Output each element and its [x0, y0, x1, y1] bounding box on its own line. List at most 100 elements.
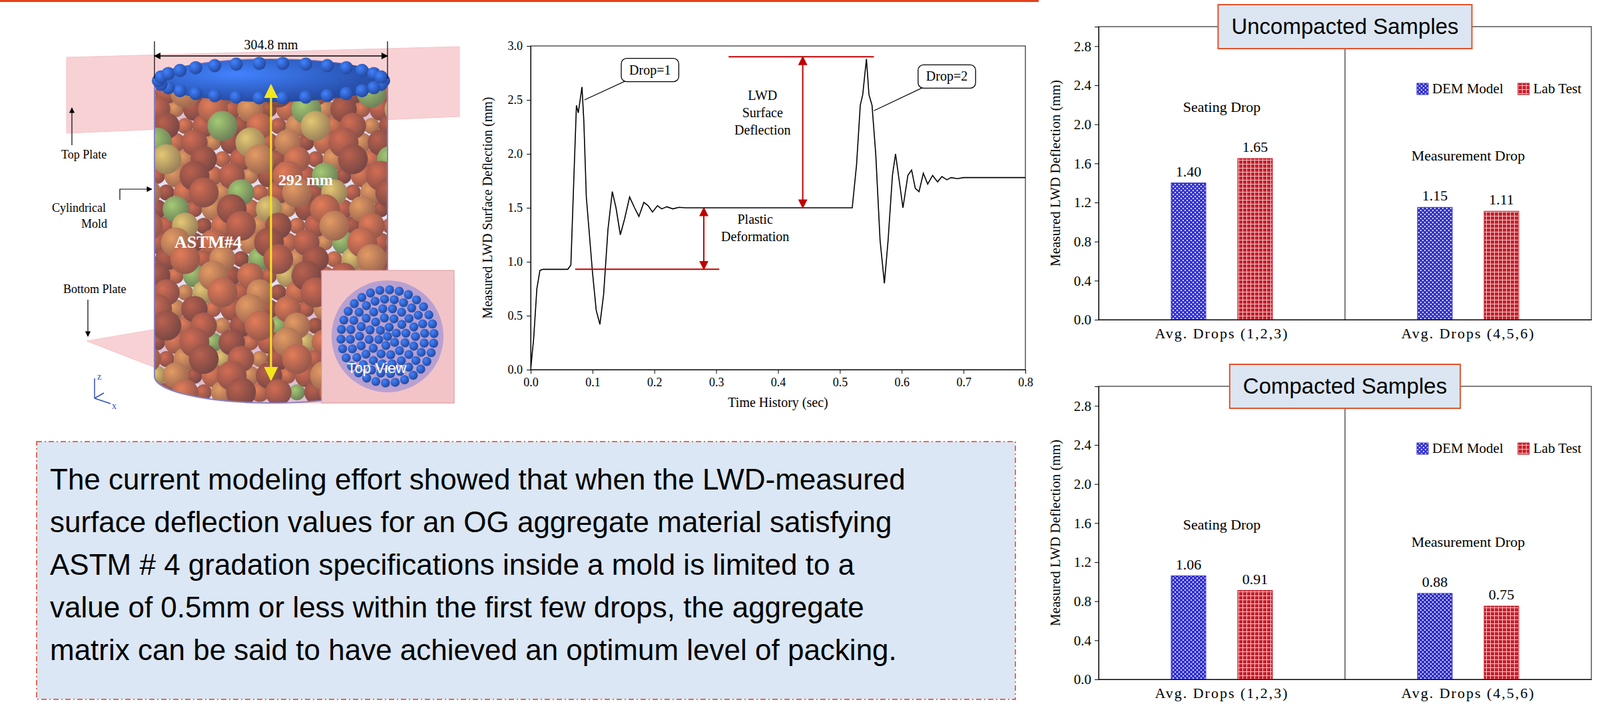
tick-label: Avg. Drops (1,2,3)	[1154, 324, 1289, 342]
triad-z	[93, 378, 96, 399]
inset-label: Top View	[347, 359, 407, 377]
arrow-label: LWD	[747, 87, 778, 103]
tick-label: 1.0	[508, 255, 524, 269]
particle	[173, 63, 187, 78]
data-label: 1.15	[1422, 187, 1449, 204]
tick-mark	[1094, 319, 1099, 321]
particle	[298, 57, 313, 71]
tick: 2.5	[508, 93, 532, 107]
inset-disc	[331, 280, 444, 393]
top-particle	[426, 348, 437, 358]
top-particle	[394, 346, 405, 356]
tick: 0.6	[894, 369, 911, 389]
axis-line	[1099, 679, 1593, 680]
particle	[374, 70, 388, 84]
tick: Avg. Drops (1,2,3)	[1154, 324, 1289, 342]
top-particle	[398, 298, 409, 308]
top-rule	[0, 0, 1039, 2]
tick-mark	[654, 369, 656, 374]
arrow-label: Deflection	[734, 122, 791, 138]
plot-area	[1171, 158, 1519, 320]
tick-label: 2.0	[1073, 476, 1092, 493]
top-particle	[420, 328, 430, 339]
top-particle	[389, 314, 399, 324]
tick-mark	[716, 369, 718, 374]
tick: Avg. Drops (4,5,6)	[1400, 684, 1535, 702]
tick: 0.0	[1073, 671, 1099, 688]
group-label: Seating Drop	[1183, 98, 1262, 116]
top-particle	[397, 319, 407, 329]
legend-label: Lab Test	[1533, 80, 1582, 97]
particle	[229, 90, 244, 104]
tick-mark	[839, 369, 841, 374]
reference-line	[728, 55, 874, 58]
particle	[320, 58, 335, 72]
y-axis: 0.00.40.81.21.62.02.42.8	[1073, 27, 1100, 329]
tick-label: 2.4	[1073, 436, 1092, 453]
dimension-tick	[153, 41, 155, 79]
top-particle	[428, 338, 439, 349]
data-label: 1.40	[1175, 163, 1202, 180]
bar	[1484, 605, 1519, 680]
particle	[298, 90, 313, 104]
top-particle	[401, 328, 411, 338]
top-particle	[409, 322, 419, 332]
particle	[355, 63, 369, 78]
top-particle	[418, 318, 428, 329]
top-particle	[384, 284, 395, 295]
tick-mark	[592, 369, 594, 374]
triad-z-label: z	[97, 371, 102, 382]
tick-mark	[526, 153, 531, 155]
tick-mark	[526, 315, 531, 317]
conclusion-line: ASTM # 4 gradation specifications inside…	[49, 547, 855, 581]
plot-frame	[530, 45, 1026, 370]
top-particle	[388, 304, 398, 314]
tick: 0.0	[1073, 311, 1099, 328]
particle	[189, 86, 203, 100]
particle	[252, 56, 266, 70]
top-particle	[412, 294, 422, 305]
top-particle	[381, 340, 391, 351]
tick: 0.8	[1018, 369, 1034, 389]
top-particle	[386, 350, 396, 360]
legend-swatch	[1416, 442, 1429, 455]
bottom-plate-label: Bottom Plate	[63, 282, 127, 296]
legend-swatch	[1416, 83, 1429, 95]
particle	[386, 229, 413, 256]
top-particle	[384, 322, 395, 332]
tick-label: 2.5	[508, 93, 524, 107]
tick-mark	[526, 45, 531, 47]
conclusion-line: value of 0.5mm or less within the first …	[49, 590, 865, 624]
top-particle	[361, 300, 371, 311]
plot-frame	[1098, 26, 1592, 320]
tick-mark	[526, 99, 531, 101]
top-particle	[390, 337, 400, 347]
page: 304.8 mm292 mmASTM#4Top PlateCylindrical…	[0, 0, 1600, 720]
inset-frame	[321, 270, 455, 403]
top-particle	[416, 364, 426, 374]
top-particle	[338, 344, 348, 354]
top-particle	[336, 324, 347, 335]
top-particle	[339, 315, 349, 325]
x-axis: 0.00.10.20.30.40.50.60.70.8	[523, 369, 1034, 389]
bar	[1237, 590, 1273, 680]
top-particle	[380, 378, 391, 388]
tick-mark	[1094, 639, 1099, 641]
mold-label: Cylindrical	[51, 201, 106, 215]
tick: 1.0	[508, 255, 532, 269]
y-axis: 0.00.40.81.21.62.02.42.8	[1073, 386, 1100, 688]
deflection-line	[530, 58, 1026, 370]
plot-area	[1171, 575, 1519, 680]
top-particle	[361, 349, 371, 359]
tick-label: 0.8	[1073, 593, 1092, 610]
tick: 2.8	[1073, 38, 1099, 55]
title-box	[1217, 4, 1472, 49]
tick-label: 0.5	[508, 308, 524, 323]
mold-label: Mold	[81, 217, 108, 231]
axis-line	[526, 46, 532, 371]
top-particle	[404, 313, 415, 323]
height-arrow	[270, 85, 273, 380]
top-particle	[368, 343, 379, 353]
tick-mark	[1094, 280, 1099, 281]
tick-mark	[1094, 241, 1099, 243]
